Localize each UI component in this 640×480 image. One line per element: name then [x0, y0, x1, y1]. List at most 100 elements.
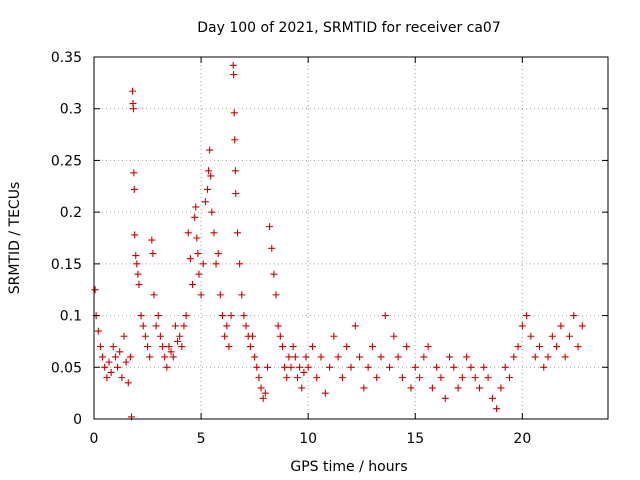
- data-point: [514, 343, 522, 351]
- data-point: [274, 322, 282, 330]
- y-tick-labels: 0 0.05 0.1 0.15 0.2 0.25 0.3 0.35: [51, 50, 82, 428]
- y-tick-label: 0.1: [60, 309, 82, 325]
- data-point: [557, 322, 565, 330]
- y-tick-label: 0.15: [51, 257, 82, 273]
- data-point: [165, 343, 173, 351]
- data-point: [137, 312, 145, 320]
- data-point: [471, 374, 479, 382]
- data-point: [428, 384, 436, 392]
- data-point: [308, 343, 316, 351]
- data-point: [476, 384, 483, 392]
- data-point: [255, 374, 263, 382]
- data-point: [433, 363, 441, 371]
- data-point: [210, 229, 218, 237]
- data-point: [285, 353, 293, 361]
- data-point: [195, 270, 203, 278]
- data-point: [91, 286, 99, 294]
- data-point: [351, 322, 359, 330]
- data-point: [199, 260, 207, 268]
- data-point: [510, 353, 518, 361]
- x-tick-label: 10: [299, 431, 317, 447]
- data-point: [561, 353, 569, 361]
- data-point: [381, 312, 389, 320]
- data-point: [574, 343, 582, 351]
- data-point: [368, 343, 376, 351]
- data-point: [298, 384, 306, 392]
- data-point: [111, 353, 119, 361]
- y-axis-title: SRMTID / TECUs: [7, 182, 23, 295]
- data-point: [259, 394, 267, 402]
- data-point: [390, 332, 398, 340]
- data-point: [450, 363, 458, 371]
- data-point: [154, 312, 162, 320]
- data-point: [169, 353, 177, 361]
- data-point: [251, 353, 259, 361]
- data-point: [149, 250, 157, 258]
- x-tick-label: 15: [406, 431, 424, 447]
- data-point: [214, 250, 222, 258]
- y-tick-label: 0.05: [51, 360, 82, 376]
- data-point: [178, 343, 186, 351]
- data-point: [266, 223, 274, 231]
- data-point: [208, 208, 216, 216]
- data-point: [184, 229, 192, 237]
- data-point: [219, 312, 226, 320]
- data-point: [193, 234, 201, 242]
- data-point: [159, 343, 167, 351]
- data-point: [334, 353, 342, 361]
- data-point: [540, 363, 548, 371]
- data-point: [197, 291, 205, 299]
- data-point: [497, 384, 505, 392]
- data-point: [420, 353, 428, 361]
- data-point: [194, 250, 202, 258]
- data-point: [206, 146, 214, 154]
- data-point: [360, 384, 368, 392]
- data-point: [553, 343, 561, 351]
- data-point: [144, 343, 152, 351]
- data-point: [268, 244, 276, 252]
- data-point: [192, 203, 200, 211]
- data-point: [107, 368, 115, 376]
- data-point: [544, 353, 552, 361]
- plot-frame: [93, 56, 609, 420]
- data-point: [207, 172, 215, 180]
- data-point: [398, 374, 406, 382]
- data-point: [253, 363, 261, 371]
- data-point: [416, 374, 424, 382]
- data-point: [152, 322, 160, 330]
- data-point: [356, 353, 364, 361]
- data-point: [364, 363, 372, 371]
- data-point: [293, 374, 301, 382]
- data-point: [437, 374, 445, 382]
- data-point: [148, 236, 156, 244]
- data-point: [330, 332, 338, 340]
- y-tick-label: 0.35: [51, 50, 82, 66]
- data-point: [272, 291, 280, 299]
- data-point: [441, 394, 449, 402]
- data-point: [347, 363, 355, 371]
- data-point: [201, 198, 209, 206]
- data-point: [139, 322, 147, 330]
- data-point: [189, 281, 197, 289]
- data-point: [191, 213, 199, 221]
- data-point: [458, 374, 466, 382]
- axis-ticks: [93, 56, 608, 420]
- data-point: [343, 343, 351, 351]
- data-point: [129, 87, 137, 95]
- data-point: [238, 291, 246, 299]
- data-point: [535, 343, 543, 351]
- data-point: [114, 363, 122, 371]
- data-point: [338, 374, 346, 382]
- data-point: [233, 229, 241, 237]
- data-point: [221, 332, 229, 340]
- data-point: [134, 270, 142, 278]
- data-point: [386, 363, 394, 371]
- data-point: [463, 353, 471, 361]
- data-point: [261, 389, 269, 397]
- data-point: [317, 353, 325, 361]
- data-point: [283, 374, 291, 382]
- data-point: [129, 105, 137, 113]
- data-point: [212, 260, 220, 268]
- data-point: [287, 363, 295, 371]
